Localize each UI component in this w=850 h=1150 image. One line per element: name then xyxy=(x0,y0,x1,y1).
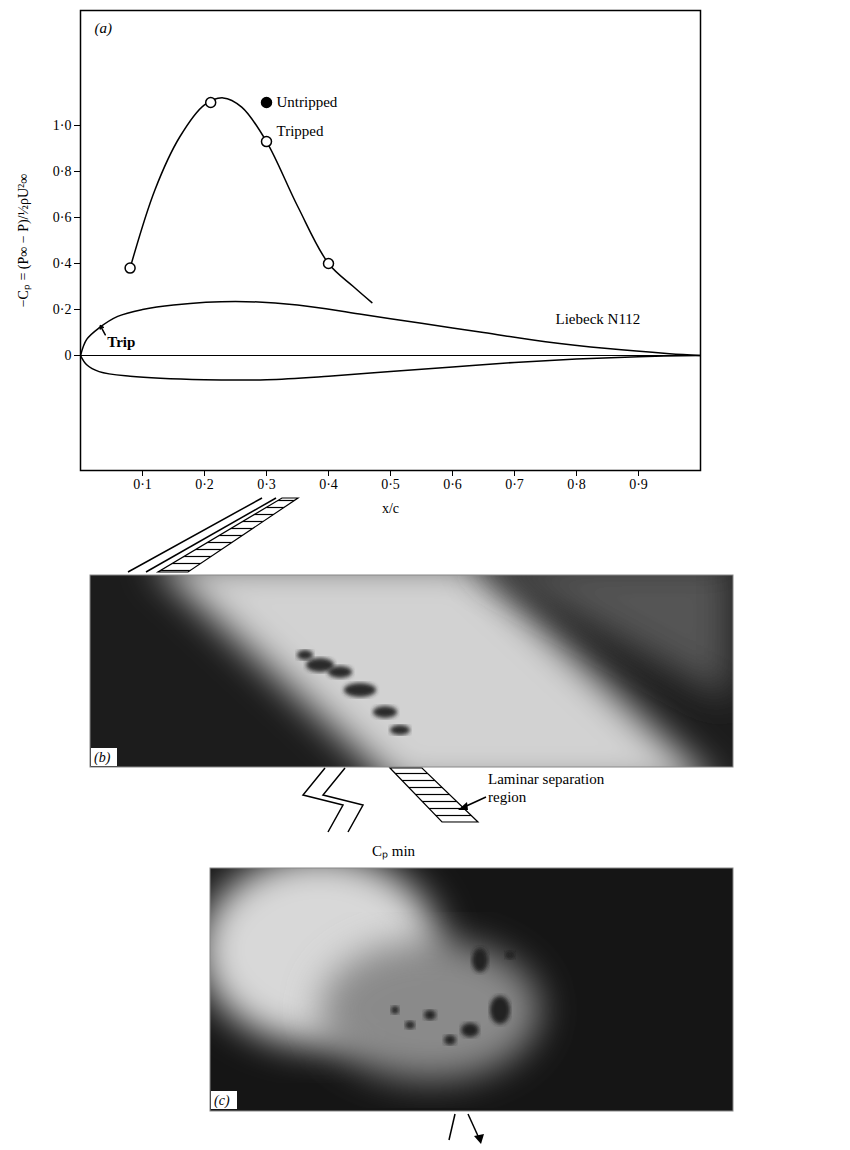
svg-text:0·1: 0·1 xyxy=(133,477,152,492)
svg-text:x/c: x/c xyxy=(382,501,399,516)
svg-text:1·0: 1·0 xyxy=(53,118,72,133)
svg-text:0·6: 0·6 xyxy=(443,477,462,492)
svg-text:0·4: 0·4 xyxy=(53,256,72,271)
svg-text:0: 0 xyxy=(65,348,72,363)
svg-text:Untripped: Untripped xyxy=(277,94,338,110)
svg-text:(a): (a) xyxy=(95,20,113,37)
svg-text:Cₚ min: Cₚ min xyxy=(372,843,416,860)
svg-text:−Cₚ = (P∞ − P)/½ρU²∞: −Cₚ = (P∞ − P)/½ρU²∞ xyxy=(16,174,32,308)
svg-text:Liebeck N112: Liebeck N112 xyxy=(556,311,641,327)
svg-text:Tripped: Tripped xyxy=(277,123,324,139)
svg-text:(c): (c) xyxy=(214,1093,230,1109)
svg-text:Trip: Trip xyxy=(107,334,135,350)
svg-text:0·9: 0·9 xyxy=(629,477,648,492)
svg-text:0·4: 0·4 xyxy=(319,477,338,492)
svg-text:0·6: 0·6 xyxy=(53,210,72,225)
svg-text:0·7: 0·7 xyxy=(505,477,524,492)
svg-text:Laminar separationregion: Laminar separationregion xyxy=(488,771,605,805)
svg-text:(b): (b) xyxy=(94,750,111,766)
svg-text:0·5: 0·5 xyxy=(381,477,400,492)
svg-text:0·2: 0·2 xyxy=(195,477,214,492)
svg-text:0·3: 0·3 xyxy=(257,477,276,492)
svg-text:0·2: 0·2 xyxy=(53,302,72,317)
svg-text:0·8: 0·8 xyxy=(53,164,72,179)
svg-text:0·8: 0·8 xyxy=(567,477,586,492)
